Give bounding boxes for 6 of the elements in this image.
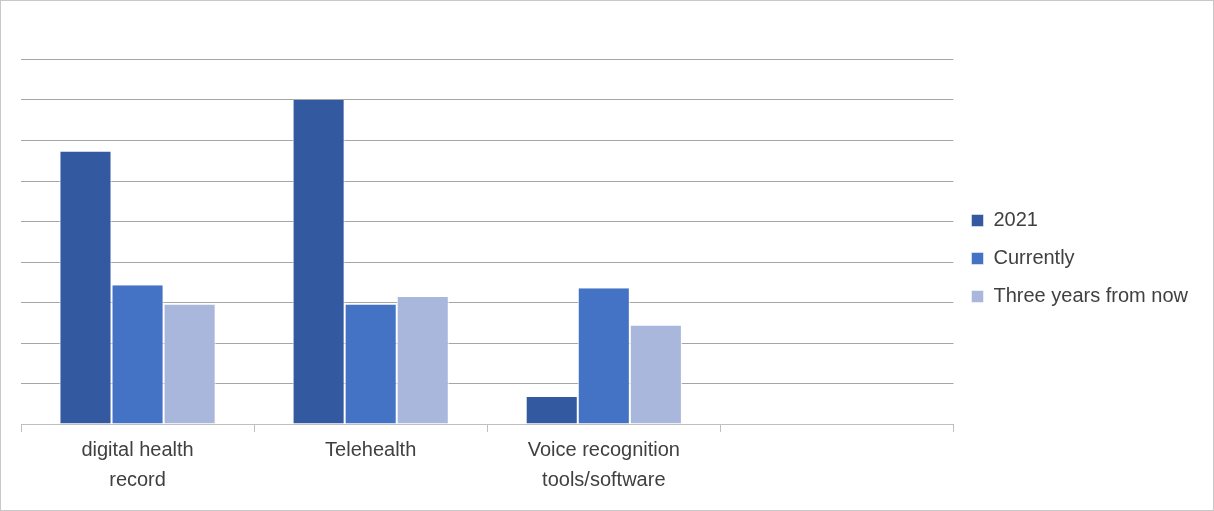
legend-label: Three years from now: [993, 284, 1189, 307]
x-tick-label: Telehealth: [325, 437, 417, 460]
legend-label: Currently: [993, 246, 1075, 269]
x-tick-label: digital health record: [81, 437, 194, 490]
legend-label: 2021: [993, 208, 1038, 231]
x-tick-label: Voice recognition tools/software: [527, 437, 680, 490]
